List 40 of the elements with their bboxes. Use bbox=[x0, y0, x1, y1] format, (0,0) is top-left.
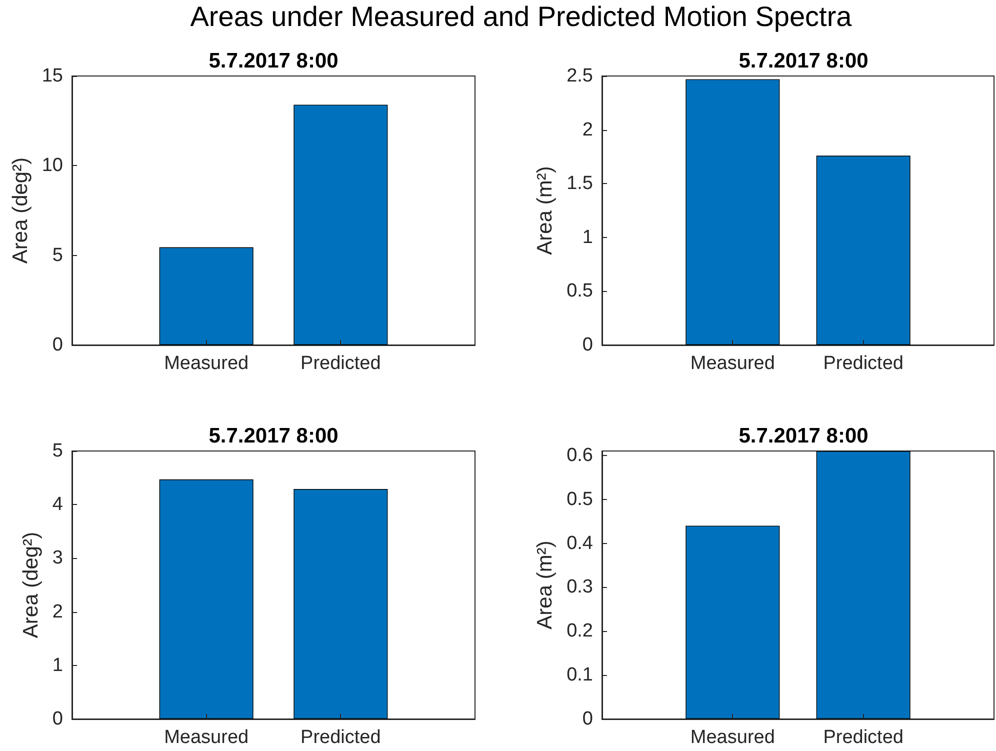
y-tick-label: 2 bbox=[582, 119, 593, 140]
y-tick-label: 0 bbox=[52, 334, 63, 356]
y-axis-title: Area (m²) bbox=[534, 540, 557, 630]
y-tick-label: 2 bbox=[52, 601, 63, 622]
chart-title: 5.7.2017 8:00 bbox=[208, 424, 338, 448]
y-tick-label: 0.5 bbox=[566, 280, 593, 302]
y-tick-label: 15 bbox=[42, 66, 63, 86]
y-tick-label: 5 bbox=[52, 244, 63, 266]
x-tick-label: Predicted bbox=[823, 353, 904, 374]
x-tick-label: Measured bbox=[164, 353, 249, 374]
chart-title: 5.7.2017 8:00 bbox=[738, 424, 868, 448]
y-tick-label: 0.2 bbox=[566, 620, 593, 642]
y-tick-label: 0 bbox=[52, 708, 63, 730]
y-tick-label: 5 bbox=[52, 440, 63, 462]
chart-title: 5.7.2017 8:00 bbox=[738, 50, 868, 72]
y-tick-label: 1.5 bbox=[566, 173, 593, 194]
y-tick-label: 4 bbox=[52, 494, 64, 516]
x-tick-label: Predicted bbox=[300, 727, 381, 748]
y-tick-label: 0 bbox=[582, 708, 593, 730]
y-tick-label: 0.4 bbox=[566, 532, 594, 554]
y-tick-label: 0 bbox=[582, 334, 593, 356]
y-tick-label: 0.5 bbox=[566, 488, 593, 510]
y-axis-title: Area (m²) bbox=[534, 166, 557, 255]
y-tick-label: 2.5 bbox=[566, 66, 593, 86]
text: Areas under Measured and Predicted Motion Spectra bbox=[189, 0, 853, 33]
chart-title: 5.7.2017 8:00 bbox=[208, 50, 338, 72]
x-tick-label: Measured bbox=[690, 353, 775, 374]
y-tick-label: 3 bbox=[52, 548, 63, 569]
x-tick-label: Measured bbox=[690, 727, 775, 748]
y-axis-title: Area (deg²) bbox=[8, 157, 32, 264]
y-tick-label: 1 bbox=[582, 226, 593, 248]
x-tick-label: Measured bbox=[164, 727, 249, 748]
y-tick-label: 10 bbox=[42, 155, 63, 176]
y-tick-label: 0.3 bbox=[566, 576, 593, 598]
y-tick-label: 1 bbox=[52, 654, 63, 676]
x-tick-label: Predicted bbox=[300, 353, 381, 374]
y-axis-title: Area (deg²) bbox=[20, 532, 43, 638]
y-tick-label: 0.6 bbox=[566, 444, 593, 466]
x-tick-label: Predicted bbox=[823, 727, 904, 748]
y-tick-label: 0.1 bbox=[566, 664, 593, 686]
